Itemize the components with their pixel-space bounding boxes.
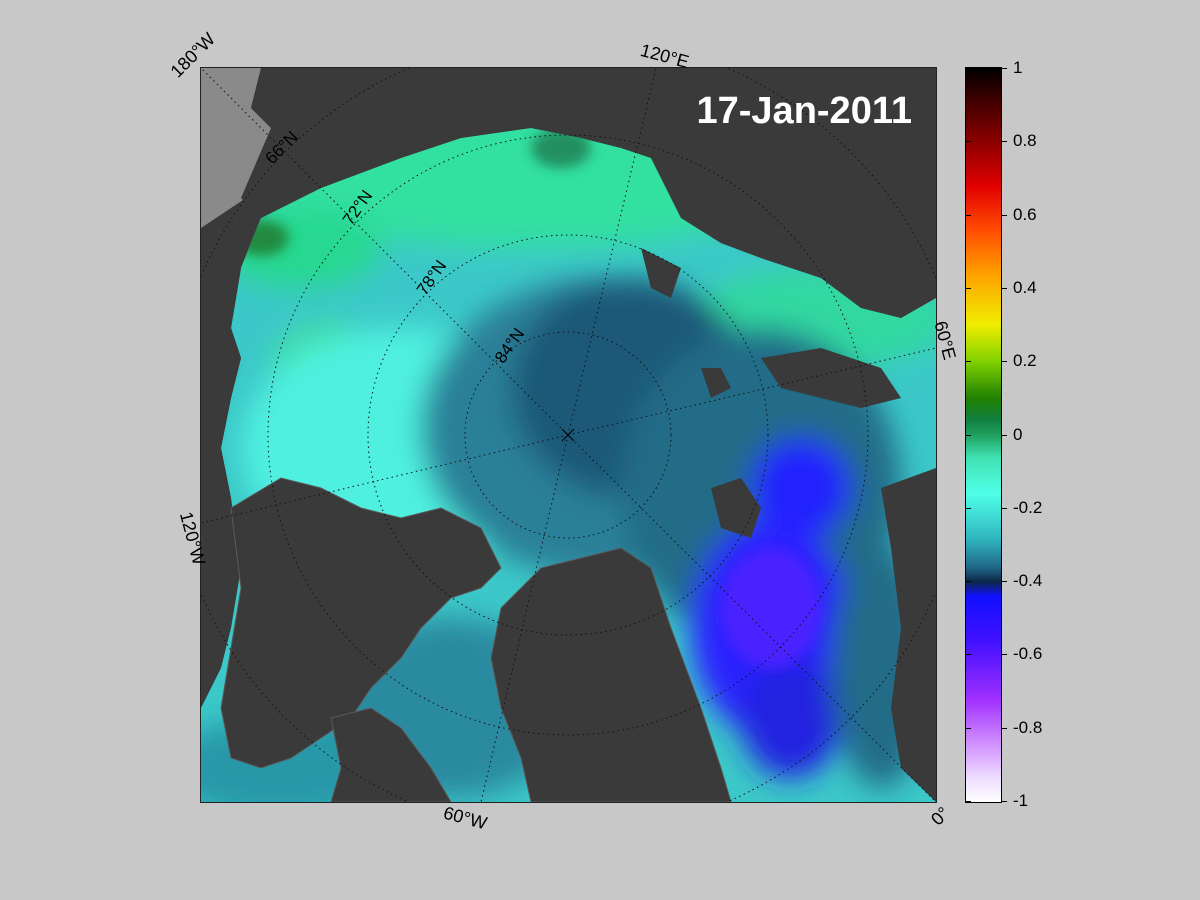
date-label: 17-Jan-2011 [696, 90, 913, 132]
land-scandinavia [881, 468, 936, 802]
colorbar-tick-mark [1001, 654, 1007, 656]
colorbar-tick-mark-inner [966, 434, 971, 436]
land-svalbard [711, 478, 761, 538]
land-taymyr [641, 248, 681, 298]
colorbar-tick-mark-inner [966, 727, 971, 729]
lon-label-60w: 60°W [441, 802, 490, 834]
colorbar-tick-mark [1001, 801, 1007, 802]
graticule [201, 68, 936, 802]
colorbar-tick-mark [1001, 581, 1007, 583]
colorbar-tick-mark-inner [966, 654, 971, 656]
colorbar-tick-label: 0.2 [1013, 351, 1037, 371]
colorbar-tick-mark-inner [966, 214, 971, 216]
colorbar-tick-label: 0.6 [1013, 204, 1037, 224]
colorbar-tick-label: -0.4 [1013, 571, 1043, 591]
colorbar-tick-mark-inner [966, 68, 971, 69]
land-franz-josef [701, 368, 731, 398]
colorbar-tick-mark [1001, 214, 1007, 216]
colorbar-tick-mark-inner [966, 801, 971, 802]
colorbar-tick-mark-inner [966, 287, 971, 289]
land-archipelago [220, 477, 502, 769]
colorbar-tick-mark [1001, 68, 1007, 69]
colorbar-tick-mark-inner [966, 581, 971, 583]
lon-label-0: 0° [927, 802, 954, 830]
colorbar-tick-label: 0.8 [1013, 131, 1037, 151]
colorbar-tick-mark [1001, 361, 1007, 363]
north-pole-marker [561, 428, 575, 442]
colorbar-tick-mark-inner [966, 361, 971, 363]
land-siberia-west [241, 68, 461, 218]
colorbar-tick-label: 1 [1013, 58, 1023, 77]
map-panel: 66°N 72°N 78°N 84°N 17-Jan-2011 [200, 67, 937, 803]
land-baffin [330, 707, 452, 802]
land-greenland [490, 547, 732, 802]
polar-map [201, 68, 936, 802]
colorbar-tick-mark-inner [966, 141, 971, 143]
colorbar-tick-mark [1001, 507, 1007, 509]
colorbar-tick-label: -0.6 [1013, 644, 1043, 664]
colorbar-tick-mark [1001, 141, 1007, 143]
colorbar-tick-label: 0 [1013, 424, 1023, 444]
colorbar-tick-label: -1 [1013, 791, 1029, 810]
land-siberia [411, 68, 936, 318]
land-alaska [201, 218, 241, 508]
colorbar-tick-mark [1001, 727, 1007, 729]
colorbar-tick-label: -0.8 [1013, 717, 1043, 737]
colorbar-tick-mark [1001, 434, 1007, 436]
colorbar-tick-mark-inner [966, 507, 971, 509]
colorbar-tick-label: -0.2 [1013, 497, 1043, 517]
colorbar-tick-mark [1001, 287, 1007, 289]
colorbar-tick-label: 0.4 [1013, 277, 1037, 297]
land-novaya-zemlya [761, 348, 901, 408]
